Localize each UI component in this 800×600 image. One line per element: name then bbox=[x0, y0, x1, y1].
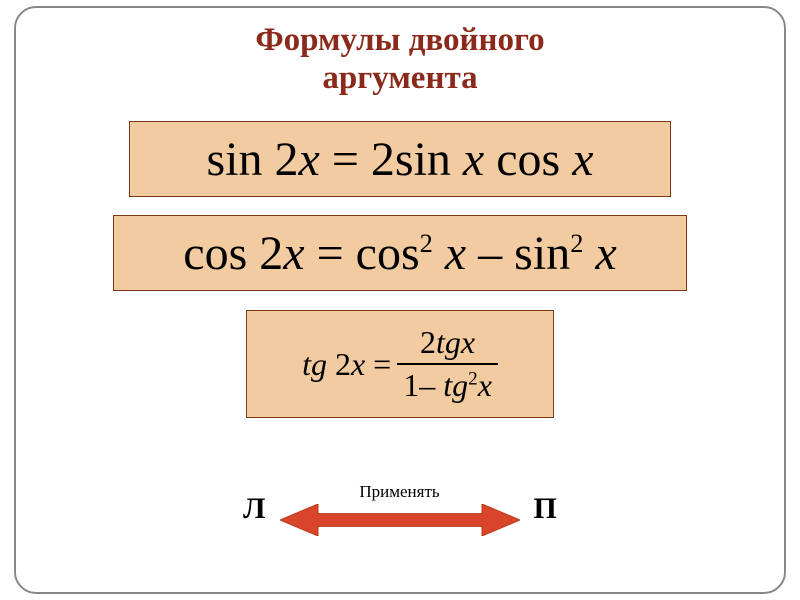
title-line-1: Формулы двойного bbox=[255, 22, 544, 58]
double-arrow-icon bbox=[280, 504, 520, 536]
formula-tg2x: tg 2x = 2tgx 1– tg2x bbox=[246, 310, 554, 418]
formula-cos2x: cos 2x = cos2 x – sin2 x bbox=[113, 215, 687, 291]
formula-text: sin 2x = 2sin x cos x bbox=[206, 132, 593, 187]
formula-text: cos 2x = cos2 x – sin2 x bbox=[183, 226, 616, 281]
slide-title: Формулы двойного аргумента bbox=[16, 22, 784, 98]
formula-text: tg 2x = 2tgx 1– tg2x bbox=[302, 324, 498, 404]
fraction: 2tgx 1– tg2x bbox=[397, 324, 498, 404]
right-direction-label: П bbox=[534, 492, 557, 526]
left-direction-label: Л bbox=[243, 492, 265, 526]
apply-label: Применять bbox=[359, 482, 439, 502]
slide-frame: Формулы двойного аргумента sin 2x = 2sin… bbox=[14, 6, 786, 594]
arrow-group: Применять bbox=[280, 482, 520, 536]
formula-sin2x: sin 2x = 2sin x cos x bbox=[129, 121, 671, 197]
title-line-2: аргумента bbox=[322, 60, 477, 96]
direction-row: Л Применять П bbox=[16, 482, 784, 536]
